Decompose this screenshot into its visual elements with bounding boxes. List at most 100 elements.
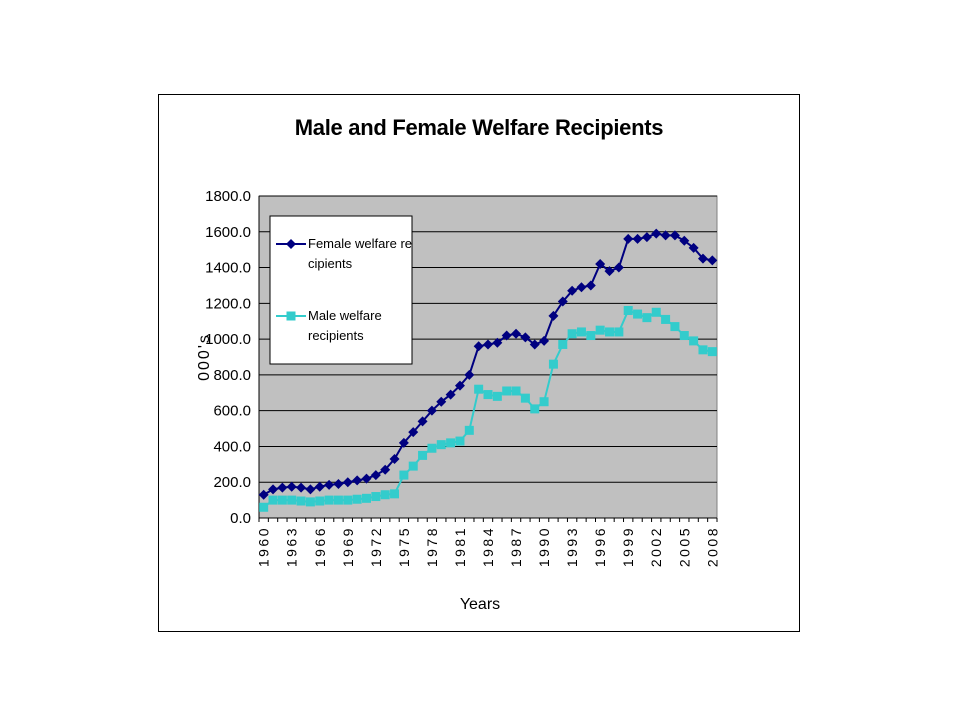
data-point xyxy=(398,437,409,448)
data-point xyxy=(343,495,353,505)
data-point xyxy=(417,416,428,427)
data-point xyxy=(697,253,708,264)
legend-marker xyxy=(286,239,296,249)
data-point xyxy=(623,305,633,315)
data-point xyxy=(576,282,587,293)
y-tick-label: 1000.0 xyxy=(205,331,251,348)
x-tick-label: 2002 xyxy=(648,526,664,567)
data-point xyxy=(258,489,269,500)
y-tick-label: 1400.0 xyxy=(205,260,251,277)
data-point xyxy=(464,425,474,435)
x-tick-label: 2008 xyxy=(704,526,720,567)
y-tick-label: 200.0 xyxy=(213,474,251,491)
data-point xyxy=(567,285,578,296)
data-point xyxy=(296,482,307,493)
data-point xyxy=(371,492,381,502)
data-point xyxy=(352,494,362,504)
x-axis-title: Years xyxy=(460,596,500,613)
data-point xyxy=(557,296,568,307)
data-point xyxy=(632,233,643,244)
data-point xyxy=(605,327,615,337)
data-point xyxy=(380,490,390,500)
x-tick-label: 1972 xyxy=(368,526,384,567)
data-point xyxy=(501,330,512,341)
data-point xyxy=(670,322,680,332)
data-point xyxy=(305,497,315,507)
data-point xyxy=(651,307,661,317)
x-tick-label: 1960 xyxy=(256,526,272,567)
data-point xyxy=(576,327,586,337)
data-point xyxy=(399,470,409,480)
data-point xyxy=(604,266,615,277)
y-tick-label: 800.0 xyxy=(213,367,251,384)
data-point xyxy=(380,464,391,475)
x-tick-label: 1993 xyxy=(564,526,580,567)
data-point xyxy=(314,481,325,492)
data-point xyxy=(352,475,363,486)
data-point xyxy=(642,313,652,323)
x-tick-label: 2005 xyxy=(676,526,692,567)
data-point xyxy=(446,438,456,448)
data-point xyxy=(483,390,493,400)
y-axis-ticks: 0.0 200.0 400.0 600.0 800.0 1000.0 1200.0 1400.… xyxy=(205,188,251,527)
data-point xyxy=(651,228,662,239)
data-point xyxy=(324,495,334,505)
data-point xyxy=(389,453,400,464)
data-point xyxy=(520,332,531,343)
data-point xyxy=(287,495,297,505)
x-axis-ticks: 1960 1963 1966 1969 1972 1975 1978 1981 1984 1987… xyxy=(256,518,720,567)
data-point xyxy=(277,495,287,505)
data-point xyxy=(661,314,671,324)
data-point xyxy=(277,482,288,493)
data-point xyxy=(315,496,325,506)
data-point xyxy=(613,262,624,273)
x-tick-label: 1987 xyxy=(508,526,524,567)
chart-frame: Male and Female Welfare Recipients 0.0 20… xyxy=(158,94,800,632)
data-point xyxy=(511,386,521,396)
legend-label: Female welfare re xyxy=(308,236,412,251)
data-point xyxy=(483,339,493,350)
x-tick-label: 1999 xyxy=(620,526,636,567)
data-point xyxy=(370,470,381,481)
data-point xyxy=(426,405,437,416)
legend-box xyxy=(269,215,413,365)
data-point xyxy=(548,359,558,369)
data-point xyxy=(408,461,418,471)
data-point xyxy=(333,495,343,505)
data-point xyxy=(427,443,437,453)
data-point xyxy=(567,329,577,339)
data-point xyxy=(548,310,559,321)
data-point xyxy=(530,404,540,414)
data-point xyxy=(333,479,344,490)
data-point xyxy=(529,339,540,350)
data-point xyxy=(361,473,372,484)
chart-plot: 0.0 200.0 400.0 600.0 800.0 1000.0 1200.0 1400.… xyxy=(196,188,720,613)
data-point xyxy=(679,235,690,246)
data-point xyxy=(623,233,634,244)
x-tick-label: 1963 xyxy=(284,526,300,567)
data-point xyxy=(641,232,652,243)
x-tick-label: 1978 xyxy=(424,526,440,567)
data-point xyxy=(436,396,447,407)
x-tick-label: 1975 xyxy=(396,526,412,567)
y-tick-label: 1600.0 xyxy=(205,224,251,241)
series-layer xyxy=(258,228,718,512)
data-point xyxy=(558,339,568,349)
data-point xyxy=(259,502,269,512)
y-tick-label: 600.0 xyxy=(213,403,251,420)
data-point xyxy=(688,242,699,253)
data-point xyxy=(390,489,400,499)
data-point xyxy=(436,440,446,450)
y-tick-label: 1200.0 xyxy=(205,295,251,312)
data-point xyxy=(492,337,503,348)
data-point xyxy=(454,380,465,391)
data-point xyxy=(586,331,596,341)
y-axis-title: 000's xyxy=(196,333,213,381)
data-point xyxy=(669,230,680,241)
data-point xyxy=(408,427,419,438)
legend-label: recipients xyxy=(308,328,364,343)
data-point xyxy=(707,255,718,266)
y-tick-label: 1800.0 xyxy=(205,188,251,205)
data-point xyxy=(418,450,428,460)
data-point xyxy=(361,493,371,503)
